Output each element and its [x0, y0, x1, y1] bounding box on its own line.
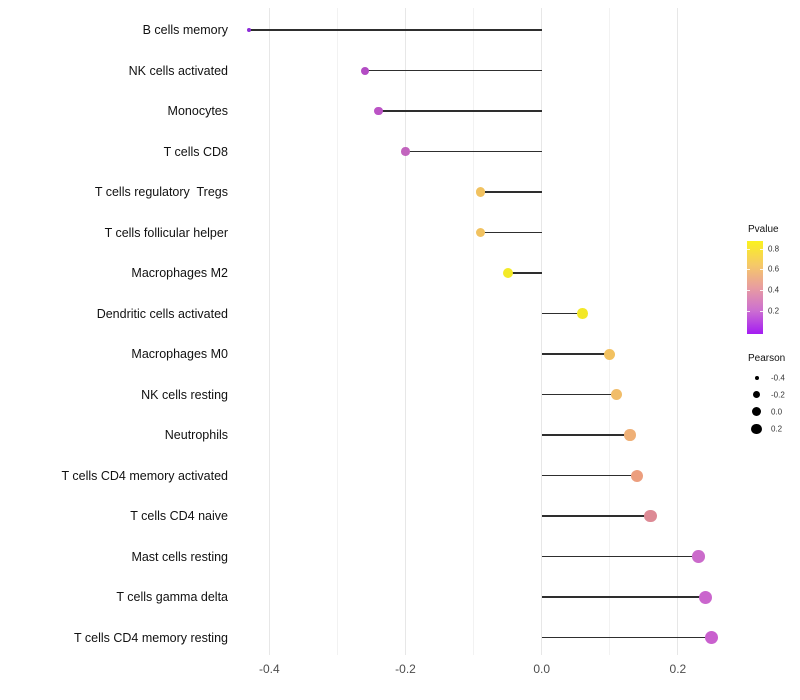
data-point-dot [604, 348, 616, 360]
lollipop-stem [541, 474, 638, 477]
category-label: NK cells resting [141, 387, 228, 402]
data-point-dot [475, 227, 486, 238]
data-point-dot [631, 469, 644, 482]
pearson-legend-label: -0.2 [771, 390, 785, 399]
pearson-legend-dot [753, 391, 760, 398]
pearson-legend-title: Pearson [748, 353, 786, 364]
gridline-minor [473, 8, 475, 655]
category-label: T cells gamma delta [116, 590, 228, 604]
data-point-dot [374, 106, 383, 116]
category-label: NK cells activated [128, 63, 228, 78]
lollipop-stem [541, 434, 631, 436]
category-label: Macrophages M2 [131, 266, 228, 280]
category-label: T cells CD4 naive [130, 509, 228, 523]
lollipop-stem [364, 69, 542, 72]
gridline-minor [336, 8, 338, 655]
gridline-major [405, 8, 406, 655]
gridline-major [268, 8, 270, 655]
colorbar-notch [747, 269, 750, 271]
lollipop-stem [248, 29, 542, 31]
data-point-dot [611, 389, 623, 400]
lollipop-stem [541, 515, 651, 517]
pearson-legend-label: -0.4 [771, 373, 785, 383]
category-label: Macrophages M0 [131, 347, 228, 361]
colorbar-notch [747, 248, 750, 250]
pvalue-colorbar [747, 241, 763, 334]
pvalue-tick-label: 0.8 [768, 244, 780, 254]
data-point-dot [644, 509, 657, 523]
lollipop-stem [507, 272, 542, 274]
colorbar-notch [760, 290, 763, 291]
pearson-legend-dot [751, 423, 762, 435]
data-point-dot [502, 268, 513, 278]
data-point-dot [692, 550, 705, 563]
lollipop-stem [541, 596, 706, 598]
colorbar-notch [760, 310, 763, 312]
data-point-dot [360, 66, 369, 75]
data-point-dot [705, 631, 719, 644]
pvalue-tick-label: 0.4 [768, 285, 780, 295]
lollipop-stem [541, 312, 583, 315]
category-label: Mast cells resting [131, 549, 228, 564]
lollipop-stem [541, 393, 617, 396]
pvalue-legend-title: Pvalue [748, 224, 779, 235]
data-point-dot [698, 590, 712, 604]
category-label: B cells memory [142, 23, 228, 37]
lollipop-stem [541, 353, 610, 355]
gridline-major [541, 8, 543, 655]
pearson-legend-label: 0.0 [771, 407, 783, 417]
pvalue-tick-label: 0.2 [768, 306, 780, 316]
lollipop-stem [480, 231, 542, 234]
category-label: T cells follicular helper [104, 225, 228, 240]
pearson-legend-label: 0.2 [771, 424, 783, 434]
pearson-legend-dot [754, 376, 759, 380]
lollipop-stem [378, 110, 542, 112]
category-label: T cells CD4 memory resting [74, 630, 228, 645]
category-label: T cells CD4 memory activated [61, 468, 229, 483]
category-label: Monocytes [167, 104, 228, 118]
colorbar-notch [760, 269, 763, 271]
x-tick-label: -0.4 [258, 662, 280, 676]
gridline-major [677, 8, 679, 655]
data-point-dot [246, 28, 251, 32]
lollipop-stem [541, 555, 699, 558]
category-label: T cells regulatory Tregs [94, 185, 228, 199]
gridline-minor [609, 8, 611, 655]
pearson-legend-dot [751, 407, 762, 417]
lollipop-stem [405, 150, 542, 153]
colorbar-notch [747, 310, 750, 312]
x-tick-label: 0.2 [669, 662, 687, 676]
pvalue-tick-label: 0.6 [768, 264, 780, 274]
x-tick-label: -0.2 [395, 662, 416, 676]
data-point-dot [401, 147, 410, 156]
category-label: Dendritic cells activated [96, 306, 228, 321]
colorbar-notch [747, 290, 750, 291]
data-point-dot [624, 429, 636, 441]
data-point-dot [577, 308, 588, 319]
lollipop-stem [480, 191, 542, 193]
colorbar-notch [760, 248, 763, 250]
data-point-dot [475, 187, 486, 197]
category-label: Neutrophils [164, 428, 228, 442]
x-tick-label: 0.0 [533, 662, 551, 676]
category-label: T cells CD8 [163, 144, 228, 159]
lollipop-stem [541, 636, 712, 639]
